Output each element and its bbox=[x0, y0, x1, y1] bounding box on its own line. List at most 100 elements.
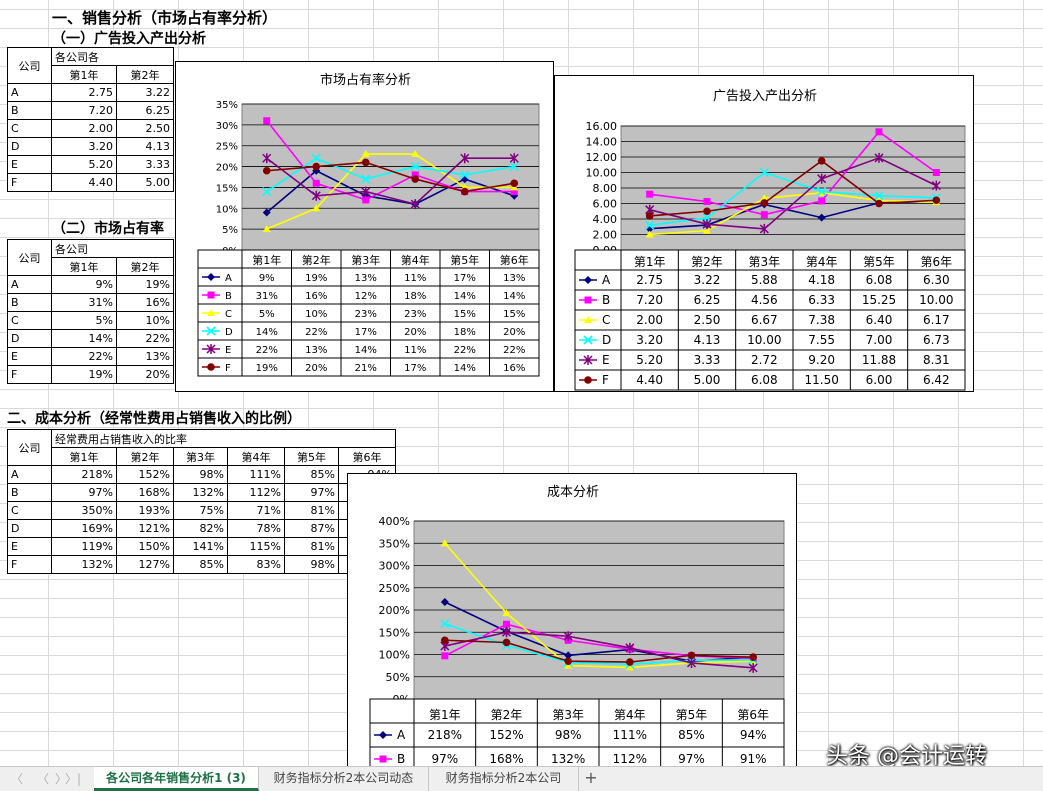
table-cell[interactable]: 85% bbox=[173, 555, 228, 574]
table-title: 经常费用占销售收入的比率 bbox=[51, 429, 396, 448]
table-cell[interactable]: 19% bbox=[51, 365, 117, 384]
data-label: 7.20 bbox=[636, 293, 663, 307]
chart-title: 广告投入产出分析 bbox=[713, 88, 817, 104]
data-point bbox=[875, 199, 883, 208]
data-point bbox=[262, 208, 271, 217]
table-cell[interactable]: 20% bbox=[116, 365, 174, 384]
table-cell[interactable]: 119% bbox=[51, 537, 117, 556]
data-label: 15% bbox=[503, 309, 525, 320]
cost-analysis-chart[interactable]: 成本分析0%50%100%150%200%250%300%350%400%第1年… bbox=[347, 473, 797, 766]
prev-sheet-icon[interactable]: 〈 bbox=[36, 772, 49, 786]
table-cell[interactable]: 152% bbox=[116, 465, 174, 484]
table-cell[interactable]: 2.75 bbox=[51, 83, 117, 102]
table-cell[interactable]: 16% bbox=[116, 293, 174, 312]
table-cell[interactable]: 5.00 bbox=[116, 173, 174, 192]
table-cell[interactable]: 168% bbox=[116, 483, 174, 502]
table-cell[interactable]: 112% bbox=[227, 483, 285, 502]
data-label: 4.56 bbox=[751, 293, 778, 307]
data-label: 152% bbox=[489, 728, 523, 742]
table-cell[interactable]: 3.22 bbox=[116, 83, 174, 102]
data-label: 14% bbox=[454, 291, 476, 302]
category-label: 第5年 bbox=[450, 253, 479, 267]
table-cell[interactable]: 14% bbox=[51, 329, 117, 348]
table-cell[interactable]: 3.20 bbox=[51, 137, 117, 156]
table-cell[interactable]: 218% bbox=[51, 465, 117, 484]
next-sheet-icon[interactable]: 〉 bbox=[54, 772, 67, 786]
table-cell[interactable]: 10% bbox=[116, 311, 174, 330]
table-cell[interactable]: 9% bbox=[51, 275, 117, 294]
last-sheet-icon[interactable]: 〉| bbox=[64, 772, 82, 786]
data-point bbox=[702, 219, 712, 230]
data-point bbox=[874, 191, 884, 201]
sheet-tab-financial-dynamic[interactable]: 财务指标分析2本公司动态 bbox=[259, 767, 429, 791]
table-cell[interactable]: 127% bbox=[116, 555, 174, 574]
table-cell[interactable]: 7.20 bbox=[51, 101, 117, 120]
plus-icon[interactable]: + bbox=[584, 768, 598, 787]
table-cell[interactable]: 78% bbox=[227, 519, 285, 538]
table-cell[interactable]: 22% bbox=[116, 329, 174, 348]
market-share-chart[interactable]: 市场占有率分析0%5%10%15%20%25%30%35%第1年第2年第3年第4… bbox=[175, 61, 554, 392]
category-label: 第2年 bbox=[302, 253, 331, 267]
table-cell[interactable]: 98% bbox=[173, 465, 228, 484]
first-sheet-icon[interactable]: 〈 bbox=[10, 772, 23, 786]
table-cell[interactable]: 75% bbox=[173, 501, 228, 520]
table-cell[interactable]: 111% bbox=[227, 465, 285, 484]
table-cell[interactable]: 2.00 bbox=[51, 119, 117, 138]
table-cell[interactable]: 13% bbox=[116, 347, 174, 366]
legend-marker bbox=[206, 326, 216, 336]
data-point bbox=[460, 170, 470, 180]
table-cell[interactable]: 141% bbox=[173, 537, 228, 556]
table-cell[interactable]: 97% bbox=[284, 483, 339, 502]
row-label: C bbox=[7, 311, 52, 330]
table-cell[interactable]: 85% bbox=[284, 465, 339, 484]
table-cell[interactable]: 5.20 bbox=[51, 155, 117, 174]
legend-key-F bbox=[202, 363, 220, 371]
table-cell[interactable]: 193% bbox=[116, 501, 174, 520]
market-share-table: 公司 各公司 第1年 第2年 A 9% 19% B 31% 16% C 5% 10% D 14% 22% E 22… bbox=[7, 239, 174, 384]
sheet-tab-financial-company[interactable]: 财务指标分析2本公司 bbox=[429, 767, 579, 791]
data-label: 20% bbox=[503, 327, 525, 338]
data-point bbox=[502, 638, 511, 647]
data-label: 6.40 bbox=[866, 313, 893, 327]
table-cell[interactable]: 83% bbox=[227, 555, 285, 574]
category-label: 第6年 bbox=[921, 255, 953, 269]
table-cell[interactable]: 22% bbox=[51, 347, 117, 366]
legend-label: A bbox=[397, 728, 406, 742]
table-cell[interactable]: 87% bbox=[284, 519, 339, 538]
table-cell[interactable]: 350% bbox=[51, 501, 117, 520]
table-cell[interactable]: 115% bbox=[227, 537, 285, 556]
table-cell[interactable]: 97% bbox=[51, 483, 117, 502]
table-cell[interactable]: 31% bbox=[51, 293, 117, 312]
data-label: 18% bbox=[454, 327, 476, 338]
table-cell[interactable]: 98% bbox=[284, 555, 339, 574]
data-label: 13% bbox=[305, 345, 327, 356]
table-cell[interactable]: 132% bbox=[51, 555, 117, 574]
cost-ratio-table: 公司 经常费用占销售收入的比率 第1年 第2年 第3年 第4年 第5年 第6年 A 218% 152… bbox=[7, 429, 396, 574]
data-label: 97% bbox=[678, 752, 705, 766]
ad-output-chart[interactable]: 广告投入产出分析0.002.004.006.008.0010.0012.0014… bbox=[554, 75, 974, 392]
table-cell[interactable]: 4.13 bbox=[116, 137, 174, 156]
table-cell[interactable]: 82% bbox=[173, 519, 228, 538]
worksheet-grid[interactable]: 一、销售分析（市场占有率分析） （一）广告投入产出分析 （二）市场占有率 二、成… bbox=[0, 0, 1043, 766]
data-label: 14% bbox=[355, 345, 377, 356]
table-cell[interactable]: 4.40 bbox=[51, 173, 117, 192]
table-cell[interactable]: 81% bbox=[284, 501, 339, 520]
table-cell[interactable]: 150% bbox=[116, 537, 174, 556]
table-cell[interactable]: 5% bbox=[51, 311, 117, 330]
column-header: 第3年 bbox=[173, 447, 228, 466]
table-cell[interactable]: 3.33 bbox=[116, 155, 174, 174]
table-cell[interactable]: 121% bbox=[116, 519, 174, 538]
sheet-tab-sales-analysis[interactable]: 各公司各年销售分析1 (3) bbox=[94, 767, 259, 791]
table-cell[interactable]: 19% bbox=[116, 275, 174, 294]
table-cell[interactable]: 2.50 bbox=[116, 119, 174, 138]
legend-key-C bbox=[202, 309, 220, 316]
table-cell[interactable]: 81% bbox=[284, 537, 339, 556]
table-cell[interactable]: 6.25 bbox=[116, 101, 174, 120]
category-label: 第3年 bbox=[351, 253, 380, 267]
legend-label: C bbox=[602, 313, 610, 327]
table-cell[interactable]: 132% bbox=[173, 483, 228, 502]
data-point bbox=[817, 186, 827, 197]
table-cell[interactable]: 71% bbox=[227, 501, 285, 520]
table-cell[interactable]: 169% bbox=[51, 519, 117, 538]
data-label: 6.42 bbox=[923, 373, 950, 387]
